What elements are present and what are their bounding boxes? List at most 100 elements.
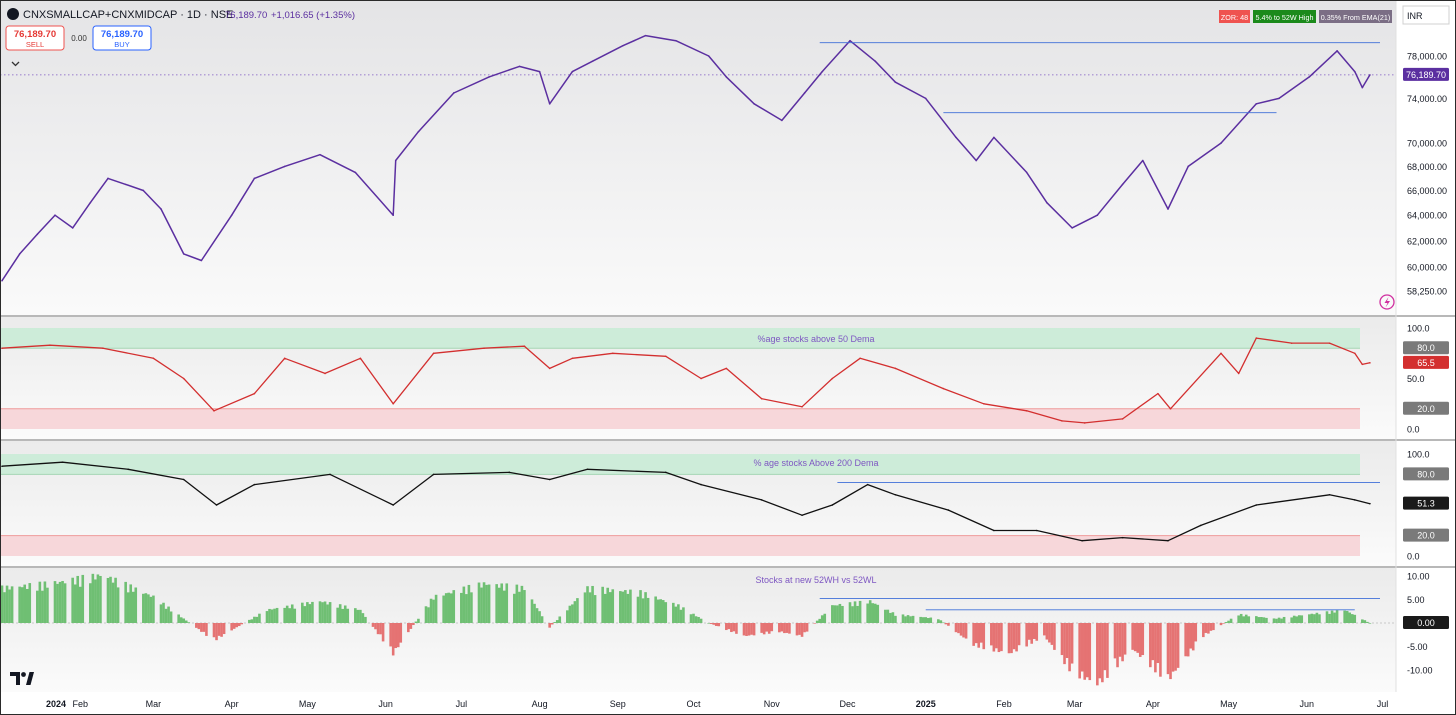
symbol-title[interactable]: CNXSMALLCAP+CNXMIDCAP · 1D · NSE bbox=[23, 9, 233, 21]
hist-bar bbox=[1290, 617, 1293, 623]
hist-bar bbox=[78, 586, 82, 623]
hist-bar bbox=[1257, 617, 1261, 623]
lightning-icon[interactable] bbox=[1379, 294, 1395, 310]
pane-separator[interactable] bbox=[0, 566, 1456, 568]
hist-bar bbox=[1032, 623, 1036, 639]
hist-bar bbox=[833, 605, 837, 623]
x-tick-label: 2025 bbox=[916, 699, 936, 709]
pct50-line-point bbox=[1328, 342, 1331, 344]
pane-separator[interactable] bbox=[0, 439, 1456, 441]
hist-bar bbox=[1043, 623, 1046, 636]
hist-bar bbox=[780, 623, 784, 632]
pct200-line-point bbox=[1121, 536, 1124, 539]
hist-bar bbox=[858, 600, 862, 623]
price-line-point bbox=[71, 227, 74, 229]
hist-bar bbox=[1133, 623, 1137, 652]
hist-bar bbox=[114, 577, 117, 623]
hist-bar bbox=[265, 611, 269, 623]
y-tick-label: 68,000.00 bbox=[1407, 162, 1447, 172]
hist-bar bbox=[813, 623, 816, 624]
time-axis[interactable] bbox=[0, 692, 1456, 715]
hist-bar bbox=[311, 601, 314, 623]
price-line-point bbox=[538, 70, 541, 73]
hist-bar bbox=[962, 623, 965, 638]
pct200-line[interactable] bbox=[1, 461, 1371, 542]
hist-bar bbox=[1315, 612, 1319, 623]
hist-bar bbox=[876, 604, 880, 623]
hist-bar bbox=[20, 587, 24, 623]
hist-bar bbox=[944, 623, 948, 625]
pct50-line-point bbox=[392, 402, 394, 405]
x-tick-label: Aug bbox=[532, 699, 548, 709]
price-line-point bbox=[644, 34, 647, 37]
hist-bar bbox=[735, 623, 738, 634]
pct50-line-point bbox=[1083, 422, 1086, 424]
hist-bar bbox=[230, 623, 233, 631]
buy-button[interactable]: 76,189.70 BUY bbox=[92, 25, 152, 51]
hist-bar bbox=[485, 584, 488, 623]
hist-bar bbox=[783, 623, 786, 634]
y-tick-label: 66,000.00 bbox=[1407, 186, 1447, 196]
chevron-down-icon[interactable] bbox=[11, 61, 20, 67]
y-tick-label: 0.0 bbox=[1407, 425, 1420, 435]
hist-bar bbox=[788, 623, 791, 634]
hist-bar bbox=[1191, 623, 1195, 651]
hist-bar bbox=[444, 593, 448, 623]
hist-bar bbox=[407, 623, 410, 633]
hist-bar bbox=[644, 592, 647, 623]
hist-bar bbox=[571, 604, 574, 623]
hist-bar bbox=[1078, 623, 1081, 679]
hist-bar bbox=[957, 623, 960, 634]
hist-bar bbox=[285, 605, 289, 623]
pane-separator[interactable] bbox=[0, 315, 1456, 317]
pct200-line-point bbox=[253, 483, 256, 486]
pct200-line-point bbox=[61, 461, 64, 463]
buy-label: BUY bbox=[114, 40, 129, 49]
price-line-point bbox=[354, 171, 357, 174]
currency-label: INR bbox=[1407, 11, 1423, 21]
zone-level-tag bbox=[1403, 401, 1449, 415]
pct50-line-point bbox=[49, 344, 51, 346]
price-line-point bbox=[1278, 97, 1280, 100]
hist-bar bbox=[89, 583, 92, 623]
hist-bar bbox=[679, 609, 683, 623]
indicator-badge bbox=[1319, 10, 1392, 23]
hist-bar bbox=[515, 584, 519, 623]
hist-bar bbox=[1325, 611, 1329, 623]
pct200-line-point bbox=[182, 478, 185, 481]
pct50-line-point bbox=[1220, 352, 1222, 355]
hist-bar bbox=[558, 616, 562, 623]
hist-bar bbox=[1098, 623, 1102, 679]
hist-bar bbox=[995, 623, 998, 649]
hist-bar bbox=[992, 623, 996, 652]
price-line-point bbox=[1336, 50, 1338, 52]
hist-bar bbox=[1363, 620, 1367, 623]
hist-bar bbox=[1207, 623, 1210, 634]
hist-bar bbox=[646, 597, 650, 623]
hist-bar bbox=[215, 623, 218, 641]
hist-bar bbox=[1053, 623, 1056, 650]
price-line-point bbox=[1121, 183, 1124, 186]
hist-bar bbox=[232, 623, 236, 629]
sell-button[interactable]: 76,189.70 SELL bbox=[5, 25, 65, 51]
hist-bar bbox=[1050, 623, 1054, 645]
x-tick-label: Apr bbox=[225, 699, 239, 709]
price-change: +1,016.65 (+1.35%) bbox=[271, 10, 355, 21]
hist-bar bbox=[275, 607, 279, 623]
price-line-point bbox=[924, 97, 927, 100]
price-pane[interactable] bbox=[0, 0, 1396, 315]
hist-bar bbox=[629, 589, 632, 623]
pct50-line-point bbox=[253, 392, 256, 395]
buy-price: 76,189.70 bbox=[101, 29, 143, 40]
hist-bar bbox=[836, 605, 839, 623]
hist-bar bbox=[3, 592, 6, 623]
hist-bar bbox=[502, 590, 506, 623]
price-line-point bbox=[753, 103, 755, 105]
hist-bar bbox=[550, 623, 554, 625]
x-tick-label: Oct bbox=[687, 699, 702, 709]
pct50-line-point bbox=[1157, 392, 1159, 395]
hist-bar bbox=[1083, 623, 1087, 680]
hist-bar bbox=[1345, 610, 1349, 623]
hist-bar bbox=[937, 619, 940, 623]
currency-box[interactable] bbox=[1402, 5, 1450, 25]
